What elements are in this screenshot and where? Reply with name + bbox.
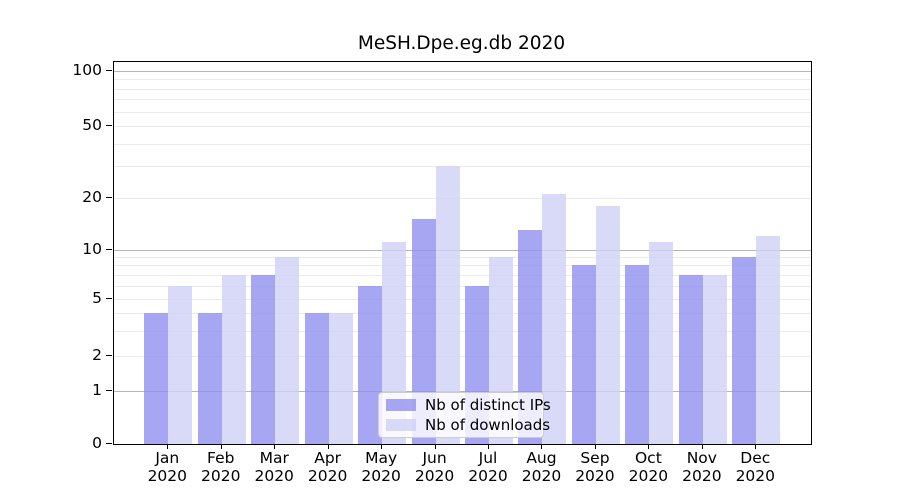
bar-downloads-aug — [542, 194, 567, 444]
x-tick — [381, 444, 383, 449]
x-tick-label: Sep 2020 — [575, 449, 615, 485]
minor-gridline — [114, 285, 811, 287]
legend-label: Nb of distinct IPs — [425, 396, 551, 414]
x-tick — [327, 444, 329, 449]
x-tick-label: May 2020 — [361, 449, 401, 485]
y-tick-label: 50 — [82, 116, 102, 134]
y-tick-label: 5 — [92, 289, 102, 307]
y-tick-label: 2 — [92, 346, 102, 364]
major-gridline — [114, 71, 811, 72]
y-tick — [106, 355, 112, 356]
minor-gridline — [114, 265, 811, 267]
x-tick-label: Oct 2020 — [628, 449, 669, 485]
bar-distinct-ips-dec — [732, 257, 757, 444]
y-tick — [106, 248, 112, 250]
minor-gridline — [114, 299, 811, 300]
bar-distinct-ips-nov — [678, 274, 703, 444]
y-tick-label: 0 — [92, 434, 102, 452]
x-tick — [488, 444, 490, 449]
bar-distinct-ips-apr — [304, 312, 329, 444]
bar-downloads-sep — [595, 205, 620, 444]
minor-gridline — [114, 274, 811, 276]
bar-downloads-oct — [649, 242, 674, 444]
y-tick — [106, 125, 112, 126]
minor-gridline — [114, 88, 811, 90]
x-tick — [755, 444, 757, 449]
x-tick-label: Jul 2020 — [468, 449, 508, 485]
legend-item-downloads: Nb of downloads — [386, 416, 550, 434]
major-gridline — [114, 249, 811, 251]
x-tick — [594, 444, 596, 449]
minor-gridline — [114, 198, 811, 199]
x-tick-label: Apr 2020 — [307, 449, 348, 485]
bar-distinct-ips-feb — [197, 312, 222, 444]
chart-title: MeSH.Dpe.eg.db 2020 — [357, 33, 566, 54]
bar-downloads-feb — [221, 274, 246, 444]
y-tick — [106, 197, 112, 198]
x-tick — [220, 444, 222, 449]
minor-gridline — [114, 330, 811, 332]
x-tick — [167, 444, 169, 449]
bar-downloads-jan — [168, 285, 193, 444]
minor-gridline — [114, 312, 811, 314]
x-tick — [274, 444, 276, 449]
bar-distinct-ips-oct — [625, 265, 650, 444]
bar-distinct-ips-jan — [144, 312, 169, 444]
y-tick-label: 10 — [82, 239, 102, 258]
bar-downloads-apr — [328, 312, 353, 444]
y-tick — [106, 70, 112, 71]
bar-downloads-nov — [702, 274, 727, 444]
minor-gridline — [114, 143, 811, 145]
y-tick — [106, 443, 112, 444]
x-tick-label: Mar 2020 — [254, 449, 294, 485]
bar-distinct-ips-sep — [571, 265, 596, 444]
y-tick — [106, 389, 112, 391]
minor-gridline — [114, 111, 811, 113]
y-tick — [106, 298, 112, 299]
bar-downloads-mar — [275, 257, 300, 444]
legend: Nb of distinct IPs Nb of downloads — [378, 392, 551, 438]
legend-item-distinct-ips: Nb of distinct IPs — [386, 396, 551, 414]
x-tick-label: Jun 2020 — [414, 449, 455, 485]
x-tick — [701, 444, 703, 449]
distinct-ips-swatch-icon — [386, 399, 416, 411]
x-tick — [648, 444, 650, 449]
y-tick-label: 100 — [72, 61, 102, 79]
minor-gridline — [114, 166, 811, 168]
minor-gridline — [114, 356, 811, 357]
minor-gridline — [114, 257, 811, 259]
y-tick-label: 1 — [92, 380, 102, 399]
minor-gridline — [114, 126, 811, 127]
x-tick — [541, 444, 543, 449]
downloads-swatch-icon — [386, 419, 416, 431]
x-tick-label: Feb 2020 — [201, 449, 241, 485]
y-tick-label: 20 — [82, 188, 102, 206]
x-tick — [434, 444, 436, 449]
x-tick-label: Dec 2020 — [735, 449, 776, 485]
x-tick-label: Nov 2020 — [682, 449, 722, 485]
minor-gridline — [114, 99, 811, 101]
major-gridline — [114, 390, 811, 392]
bar-downloads-dec — [756, 235, 781, 444]
x-tick-label: Aug 2020 — [521, 449, 562, 485]
legend-label: Nb of downloads — [425, 416, 551, 434]
minor-gridline — [114, 79, 811, 81]
plot-area — [113, 61, 812, 445]
x-tick-label: Jan 2020 — [147, 449, 188, 485]
bar-distinct-ips-mar — [251, 274, 276, 444]
